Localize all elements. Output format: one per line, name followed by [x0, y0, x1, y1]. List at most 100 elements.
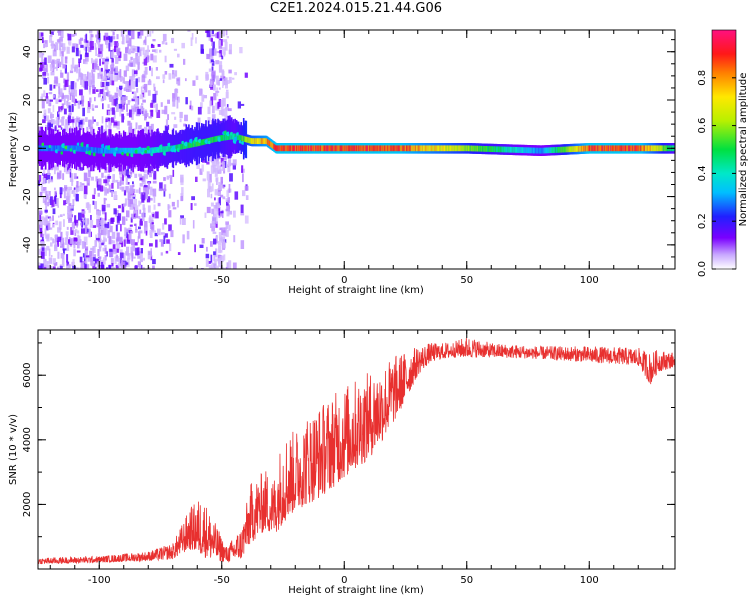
noise-mark [165, 119, 169, 127]
noise-mark [115, 98, 118, 107]
ridge-core [370, 145, 373, 152]
ridge-core [421, 145, 423, 152]
ridge-core [540, 147, 543, 154]
ridge-core [239, 134, 242, 141]
noise-mark [100, 75, 105, 80]
noise-mark [59, 48, 62, 57]
noise-mark [71, 190, 74, 194]
noise-mark [50, 33, 53, 37]
ridge-core [273, 144, 276, 150]
noise-mark [42, 233, 45, 237]
noise-mark [66, 261, 70, 267]
ridge-core [612, 145, 615, 152]
ridge-core [596, 145, 598, 152]
noise-mark [101, 78, 104, 82]
noise-mark [135, 223, 137, 230]
noise-mark [117, 182, 120, 189]
noise-mark [45, 116, 48, 121]
noise-mark [223, 254, 226, 261]
noise-mark [141, 75, 146, 83]
ridge-core [642, 145, 645, 152]
noise-mark [119, 168, 121, 175]
noise-mark [67, 206, 71, 215]
ridge-core [415, 145, 417, 152]
ridge-core [69, 145, 72, 152]
ridge-core [660, 145, 663, 152]
ridge-core [118, 147, 121, 154]
noise-mark [213, 255, 216, 262]
noise-mark [64, 64, 67, 74]
noise-mark [81, 183, 85, 186]
noise-mark [59, 214, 63, 217]
noise-mark [144, 179, 147, 187]
noise-mark [171, 37, 175, 44]
noise-mark [68, 105, 72, 113]
ridge-core [579, 145, 582, 152]
noise-mark [212, 222, 214, 232]
noise-mark [89, 34, 93, 43]
ridge-core [622, 145, 625, 152]
ridge-core [327, 145, 330, 152]
colorbar-label: Normalized spectral amplitude [738, 73, 749, 227]
ridge-core [363, 145, 366, 152]
noise-mark [106, 36, 109, 42]
noise-mark [87, 101, 91, 109]
noise-mark [85, 117, 88, 122]
noise-mark [109, 94, 112, 102]
ridge-core [203, 139, 206, 145]
noise-mark [66, 243, 70, 251]
ridge-core [554, 147, 556, 153]
noise-mark [97, 184, 101, 191]
noise-mark [132, 48, 136, 51]
noise-mark [131, 252, 134, 262]
noise-mark [101, 116, 104, 124]
noise-mark [97, 192, 100, 197]
noise-mark [88, 90, 91, 95]
ridge-core [535, 147, 537, 154]
noise-mark [40, 251, 45, 259]
noise-mark [103, 238, 107, 242]
noise-mark [222, 196, 226, 200]
noise-mark [129, 171, 133, 175]
noise-mark [210, 48, 215, 56]
noise-mark [85, 255, 90, 258]
ridge-core [552, 147, 555, 153]
noise-mark [136, 87, 139, 93]
noise-mark [214, 260, 217, 268]
noise-mark [141, 176, 145, 182]
noise-mark [100, 185, 104, 192]
noise-mark [220, 267, 225, 269]
noise-mark [111, 117, 115, 123]
noise-mark [102, 92, 107, 101]
noise-mark [134, 265, 138, 269]
ridge-core [112, 147, 115, 154]
ridge-core [254, 138, 257, 144]
noise-mark [126, 103, 128, 112]
noise-mark [73, 243, 76, 249]
noise-mark [164, 55, 167, 63]
noise-mark [218, 31, 221, 40]
noise-mark [166, 239, 170, 244]
noise-mark [197, 117, 201, 124]
noise-mark [92, 108, 95, 111]
noise-mark [138, 231, 141, 239]
noise-mark [205, 259, 209, 267]
ridge-core [626, 145, 628, 152]
noise-mark [139, 183, 143, 187]
noise-mark [155, 239, 158, 248]
ridge-core [443, 145, 446, 152]
noise-mark [66, 162, 68, 168]
noise-mark [59, 264, 62, 267]
noise-mark [49, 196, 53, 205]
noise-mark [119, 252, 124, 259]
noise-mark [73, 187, 76, 190]
noise-mark [107, 229, 110, 239]
noise-mark [219, 39, 223, 46]
noise-mark [106, 39, 109, 45]
noise-mark [127, 174, 130, 177]
noise-mark [137, 108, 141, 115]
ridge-core [272, 142, 274, 149]
noise-mark [78, 39, 82, 45]
x-tick-label: 50 [460, 575, 473, 586]
noise-mark [163, 177, 166, 181]
